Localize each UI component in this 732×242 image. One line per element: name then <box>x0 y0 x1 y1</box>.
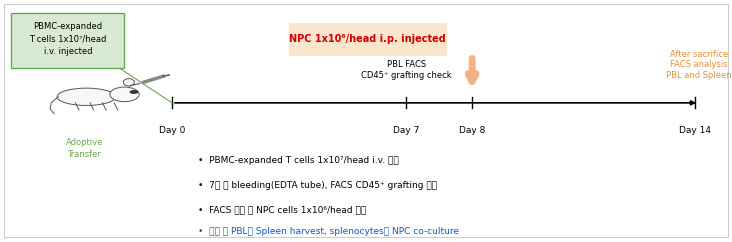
Circle shape <box>130 91 138 93</box>
FancyBboxPatch shape <box>11 13 124 68</box>
Text: Day 14: Day 14 <box>679 126 712 135</box>
Text: •  PBMC-expanded T cells 1x10⁷/head i.v. 두여: • PBMC-expanded T cells 1x10⁷/head i.v. … <box>198 156 398 166</box>
Ellipse shape <box>57 88 116 106</box>
Text: Adoptive
Transfer: Adoptive Transfer <box>65 138 103 159</box>
Text: Day 0: Day 0 <box>159 126 185 135</box>
Text: After sacrifice
FACS analysis
PBL and Spleen: After sacrifice FACS analysis PBL and Sp… <box>666 50 732 80</box>
Ellipse shape <box>123 79 135 86</box>
Text: PBMC-expanded
T cells 1x10⁷/head
i.v. injected: PBMC-expanded T cells 1x10⁷/head i.v. in… <box>29 22 107 56</box>
Text: NPC 1x10⁶/head i.p. injected: NPC 1x10⁶/head i.p. injected <box>289 34 446 44</box>
Text: •  7일 후 bleeding(EDTA tube), FACS CD45⁺ grafting 확인: • 7일 후 bleeding(EDTA tube), FACS CD45⁺ g… <box>198 181 437 190</box>
Text: •  FACS 분석 후 NPC cells 1x10⁶/head 두여: • FACS 분석 후 NPC cells 1x10⁶/head 두여 <box>198 205 366 214</box>
Text: •  하구 뒤 PBL과 Spleen harvest, splenocytes와 NPC co-culture: • 하구 뒤 PBL과 Spleen harvest, splenocytes와… <box>198 227 459 236</box>
Text: Day 7: Day 7 <box>393 126 419 135</box>
Ellipse shape <box>110 87 139 102</box>
FancyBboxPatch shape <box>289 23 447 56</box>
Text: Day 8: Day 8 <box>459 126 485 135</box>
Text: PBL FACS
CD45⁺ grafting check: PBL FACS CD45⁺ grafting check <box>361 60 452 80</box>
